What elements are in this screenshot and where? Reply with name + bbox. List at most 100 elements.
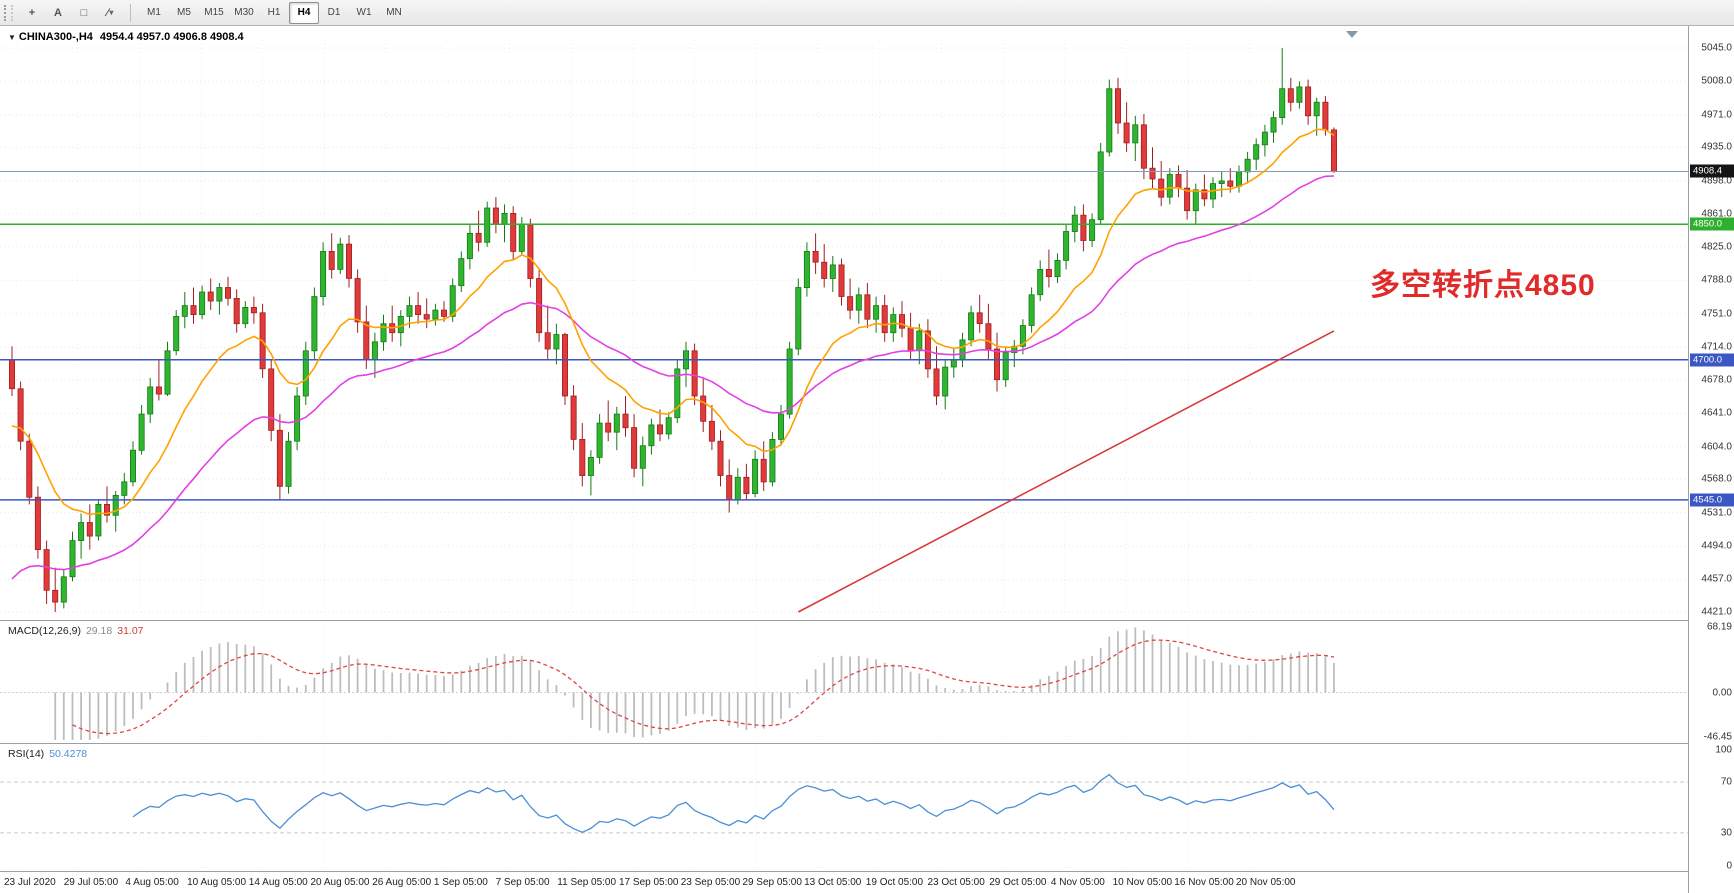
rsi-line — [132, 773, 1335, 834]
macd-panel-canvas[interactable] — [0, 621, 1688, 743]
macd-axis-label: 68.19 — [1706, 621, 1732, 633]
price-tick-label: 4788.0 — [1701, 274, 1732, 286]
timeframe-button-M1[interactable]: M1 — [147, 7, 161, 18]
price-tick-label: 5008.0 — [1701, 75, 1732, 87]
rsi-value: 50.4278 — [49, 748, 88, 760]
rsi-axis-label: 70 — [1720, 776, 1732, 788]
rsi-label: RSI(14) 50.4278 — [8, 748, 87, 760]
toolbar-separator — [130, 3, 131, 22]
timeframe-button-H4[interactable]: H4 — [289, 1, 319, 24]
timeframe-button-M30[interactable]: M30 — [234, 7, 254, 18]
candlesticks — [8, 48, 1338, 612]
symbol-ohlc-label: ▼ CHINA300-,H4 4954.4 4957.0 4906.8 4908.4 — [8, 31, 244, 43]
panel-separator — [0, 871, 1734, 872]
timeframe-button-H1[interactable]: H1 — [267, 7, 281, 18]
time-tick-label: 20 Nov 05:00 — [1236, 877, 1296, 888]
dropdown-arrow-icon[interactable]: ▾ — [109, 8, 114, 17]
symbol-dropdown-icon[interactable]: ▼ — [8, 33, 16, 42]
time-axis[interactable]: 23 Jul 2020 29 Jul 05:00 4 Aug 05:00 10 Aug… — [0, 872, 1688, 893]
price-axis[interactable]: 5045.0 5008.0 4971.0 4935.0 4898.0 4861.0 4825… — [1688, 26, 1734, 893]
price-tick-label: 4421.0 — [1701, 606, 1732, 618]
macd-main-value: 29.18 — [85, 625, 113, 637]
price-tick-label: 4971.0 — [1701, 109, 1732, 121]
time-tick-label: 14 Aug 05:00 — [248, 877, 308, 888]
price-tick-label: 4531.0 — [1701, 507, 1732, 519]
rsi-name: RSI(14) — [8, 748, 45, 760]
macd-axis-label: 0.00 — [1712, 687, 1732, 698]
price-tick-label: 4494.0 — [1701, 540, 1732, 552]
crosshair-tool-icon[interactable]: + — [28, 6, 36, 19]
time-tick-label: 10 Aug 05:00 — [187, 877, 247, 888]
price-tick-label: 5045.0 — [1701, 42, 1732, 54]
macd-name: MACD(12,26,9) — [8, 625, 81, 637]
ma-slow-line[interactable] — [11, 175, 1335, 580]
price-tick-label: 4935.0 — [1701, 141, 1732, 153]
macd-histogram — [54, 627, 1335, 740]
time-tick-label: 26 Aug 05:00 — [372, 877, 432, 888]
time-tick-label: 19 Oct 05:00 — [865, 877, 924, 888]
symbol-name: CHINA300-,H4 — [18, 31, 93, 43]
macd-grid — [0, 624, 1688, 740]
time-tick-label: 10 Nov 05:00 — [1112, 877, 1173, 888]
price-tick-label: 4751.0 — [1701, 308, 1732, 320]
time-tick-label: 11 Sep 05:00 — [557, 877, 617, 888]
price-badge-4908.4: 4908.4 — [1690, 164, 1734, 178]
macd-label: MACD(12,26,9) 29.18 31.07 — [8, 625, 144, 637]
time-tick-label: 29 Oct 05:00 — [989, 877, 1047, 888]
rsi-axis-label: 0 — [1726, 860, 1732, 872]
chart-annotation-text[interactable]: 多空转折点4850 — [1370, 269, 1596, 302]
price-badge-4700.0: 4700.0 — [1690, 353, 1734, 367]
timeframe-button-W1[interactable]: W1 — [356, 7, 372, 18]
price-tick-label: 4861.0 — [1701, 208, 1732, 220]
time-tick-label: 17 Sep 05:00 — [619, 877, 679, 888]
timeframe-bar: M1 M5 M15 M30 H1 H4 D1 W1 MN — [139, 1, 409, 24]
toolbar: + A □ ∕ ▾ M1 M5 M15 M30 H1 H4 D1 W1 MN — [0, 0, 1734, 26]
rsi-axis-label: 100 — [1715, 744, 1732, 756]
time-tick-label: 16 Nov 05:00 — [1174, 877, 1234, 888]
time-tick-label: 20 Aug 05:00 — [310, 877, 370, 888]
timeframe-button-MN[interactable]: MN — [386, 7, 402, 18]
shape-tool-icon[interactable]: □ — [80, 6, 88, 19]
rsi-panel-canvas[interactable] — [0, 744, 1688, 871]
rsi-axis-label: 30 — [1720, 827, 1732, 839]
time-tick-label: 4 Nov 05:00 — [1050, 877, 1105, 888]
price-tick-label: 4457.0 — [1701, 573, 1732, 585]
time-tick-label: 29 Jul 05:00 — [63, 877, 119, 888]
price-tick-label: 4568.0 — [1701, 473, 1732, 485]
draw-tools-menu-icon[interactable]: ∕ ▾ — [106, 6, 114, 19]
text-tool-icon[interactable]: A — [54, 6, 62, 19]
time-tick-label: 29 Sep 05:00 — [742, 877, 802, 888]
toolbar-grip[interactable] — [4, 4, 13, 21]
price-tick-label: 4714.0 — [1701, 341, 1732, 353]
chart-shift-marker-icon[interactable] — [1346, 31, 1358, 38]
panel-separator[interactable] — [0, 620, 1734, 621]
price-tick-label: 4678.0 — [1701, 374, 1732, 386]
price-badge-4545.0: 4545.0 — [1690, 493, 1734, 507]
rsi-grid — [0, 747, 1688, 868]
tool-buttons: + A □ ∕ ▾ — [20, 2, 122, 24]
time-tick-label: 23 Sep 05:00 — [680, 877, 741, 888]
ma-fast-line[interactable] — [11, 128, 1335, 516]
panel-separator[interactable] — [0, 743, 1734, 744]
macd-axis-label: -46.45 — [1703, 731, 1732, 743]
time-tick-label: 7 Sep 05:00 — [495, 877, 550, 888]
timeframe-button-M15[interactable]: M15 — [204, 7, 224, 18]
ohlc-values: 4954.4 4957.0 4906.8 4908.4 — [99, 31, 244, 43]
price-tick-label: 4825.0 — [1701, 241, 1732, 253]
price-tick-label: 4641.0 — [1701, 407, 1732, 419]
time-tick-label: 13 Oct 05:00 — [804, 877, 862, 888]
time-tick-label: 23 Jul 2020 — [4, 877, 56, 888]
timeframe-button-M5[interactable]: M5 — [177, 7, 191, 18]
main-chart-canvas[interactable] — [0, 26, 1688, 620]
time-tick-label: 23 Oct 05:00 — [927, 877, 985, 888]
grid-lines — [0, 40, 1688, 613]
time-tick-label: 1 Sep 05:00 — [433, 877, 488, 888]
price-tick-label: 4604.0 — [1701, 441, 1732, 453]
macd-signal-value: 31.07 — [117, 625, 144, 637]
time-tick-label: 4 Aug 05:00 — [125, 877, 179, 888]
price-tick-label: 4898.0 — [1701, 175, 1732, 187]
price-badge-4850.0: 4850.0 — [1690, 217, 1734, 231]
trendline[interactable] — [797, 330, 1335, 613]
timeframe-button-D1[interactable]: D1 — [327, 7, 341, 18]
